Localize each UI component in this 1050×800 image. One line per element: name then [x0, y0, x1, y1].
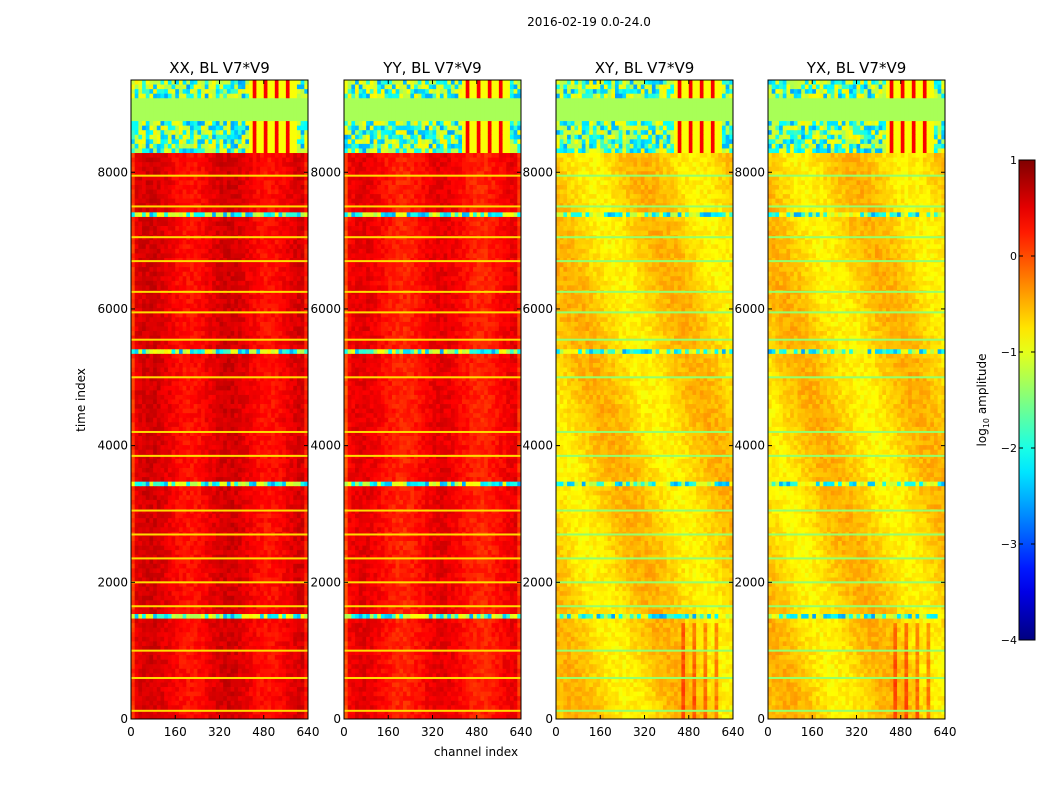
- panel-2: YY, BL V7*V9 0 160 320 480 640 0 2000 4000 6000 80…: [310, 59, 532, 739]
- y-tick-label: 2000: [310, 575, 341, 589]
- y-axis-label: time index: [74, 368, 88, 432]
- heatmap-image: [768, 80, 945, 719]
- y-tick-label: 8000: [97, 165, 128, 179]
- x-tick-label: 160: [164, 725, 187, 739]
- colorbar-tick-label: −3: [1001, 538, 1017, 551]
- x-axis-label: channel index: [434, 745, 518, 759]
- panel-4: YX, BL V7*V9 0 160 320 480 640 0 2000 4000 6000 80…: [734, 59, 956, 739]
- x-tick-label: 480: [889, 725, 912, 739]
- x-tick-label: 160: [801, 725, 824, 739]
- y-tick-label: 0: [120, 712, 128, 726]
- x-tick-label: 480: [677, 725, 700, 739]
- x-tick-label: 160: [589, 725, 612, 739]
- panel-1: XX, BL V7*V9 0 160 320 480 640 0 2000 4000 6000 80…: [97, 59, 319, 739]
- y-tick-label: 0: [757, 712, 765, 726]
- x-tick-label: 480: [252, 725, 275, 739]
- x-tick-label: 0: [552, 725, 560, 739]
- figure-suptitle: 2016-02-19 0.0-24.0: [527, 15, 651, 29]
- colorbar-label-subscript: 10: [982, 418, 991, 428]
- x-tick-label: 320: [421, 725, 444, 739]
- y-tick-label: 6000: [522, 302, 553, 316]
- x-tick-label: 640: [297, 725, 320, 739]
- y-tick-label: 2000: [734, 575, 765, 589]
- panel-3: XY, BL V7*V9 0 160 320 480 640 0 2000 4000 6000 80…: [522, 59, 744, 739]
- colorbar-label: log10 amplitude: [975, 354, 991, 447]
- x-tick-label: 480: [465, 725, 488, 739]
- y-tick-label: 4000: [97, 439, 128, 453]
- panel-title: XY, BL V7*V9: [595, 59, 695, 77]
- panel-title: YX, BL V7*V9: [806, 59, 907, 77]
- y-tick-label: 2000: [97, 575, 128, 589]
- x-tick-label: 0: [764, 725, 772, 739]
- y-tick-label: 0: [545, 712, 553, 726]
- y-tick-label: 0: [333, 712, 341, 726]
- heatmap-image: [556, 80, 733, 719]
- heatmap-image: [344, 80, 521, 719]
- y-tick-label: 4000: [734, 439, 765, 453]
- y-tick-label: 4000: [522, 439, 553, 453]
- colorbar-tick-label: −2: [1001, 442, 1017, 455]
- x-tick-label: 0: [340, 725, 348, 739]
- y-tick-label: 8000: [734, 165, 765, 179]
- x-tick-label: 640: [934, 725, 957, 739]
- panel-title: XX, BL V7*V9: [169, 59, 270, 77]
- colorbar-tick-label: −1: [1001, 346, 1017, 359]
- y-tick-label: 8000: [522, 165, 553, 179]
- panel-title: YY, BL V7*V9: [382, 59, 481, 77]
- x-tick-label: 640: [510, 725, 533, 739]
- colorbar-gradient: [1018, 159, 1036, 641]
- colorbar-tick-label: 1: [1010, 154, 1017, 167]
- x-tick-label: 640: [722, 725, 745, 739]
- x-tick-label: 0: [127, 725, 135, 739]
- y-tick-label: 8000: [310, 165, 341, 179]
- x-tick-label: 320: [845, 725, 868, 739]
- y-tick-label: 2000: [522, 575, 553, 589]
- colorbar: 1 0 −1 −2 −3 −4: [1001, 154, 1036, 647]
- colorbar-tick-label: 0: [1010, 250, 1017, 263]
- x-tick-label: 320: [208, 725, 231, 739]
- x-tick-label: 320: [633, 725, 656, 739]
- y-tick-label: 6000: [310, 302, 341, 316]
- x-tick-label: 160: [377, 725, 400, 739]
- y-tick-label: 6000: [734, 302, 765, 316]
- colorbar-label-rest: amplitude: [975, 354, 989, 418]
- colorbar-label-main: log: [975, 428, 989, 446]
- y-tick-label: 4000: [310, 439, 341, 453]
- colorbar-tick-label: −4: [1001, 634, 1017, 647]
- y-tick-label: 6000: [97, 302, 128, 316]
- panels: XX, BL V7*V9 0 160 320 480 640 0 2000 4000 6000 80…: [97, 59, 956, 739]
- heatmap-image: [131, 80, 308, 719]
